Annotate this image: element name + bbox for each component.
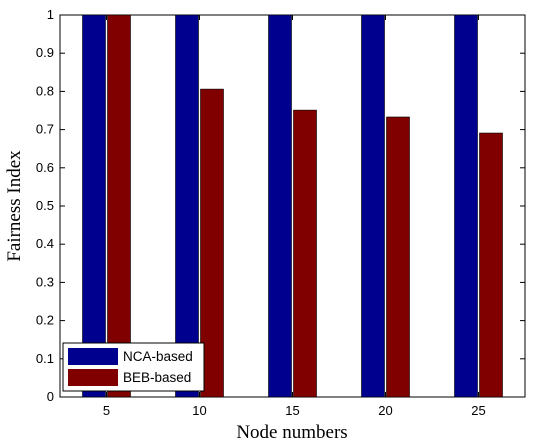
bar-beb-based-25: [479, 132, 503, 398]
bars-group: [82, 14, 503, 398]
y-tick-label: 0.9: [36, 45, 54, 60]
y-axis-title: Fairness Index: [4, 150, 25, 262]
bar-beb-based-5: [107, 14, 131, 398]
bar-nca-based-25: [454, 14, 478, 398]
x-tick-label: 15: [285, 403, 299, 418]
y-tick-label: 0.5: [36, 198, 54, 213]
x-axis-title: Node numbers: [236, 422, 347, 443]
bar-nca-based-20: [361, 14, 385, 398]
x-axis-ticks: 5 10 15 20 25: [103, 15, 486, 418]
x-tick-label: 10: [192, 403, 206, 418]
x-tick-label: 5: [103, 403, 110, 418]
y-tick-label: 0: [47, 389, 54, 404]
legend-label-beb: BEB-based: [123, 370, 191, 385]
y-tick-label: 0.2: [36, 313, 54, 328]
x-tick-label: 25: [471, 403, 485, 418]
y-tick-label: 0.1: [36, 351, 54, 366]
y-tick-label: 0.3: [36, 274, 54, 289]
legend-swatch-beb: [68, 369, 118, 386]
bar-nca-based-15: [268, 14, 292, 398]
bar-beb-based-10: [200, 88, 224, 398]
bar-nca-based-10: [175, 14, 199, 398]
x-tick-label: 20: [378, 403, 392, 418]
y-tick-label: 0.4: [36, 236, 54, 251]
y-tick-label: 0.8: [36, 83, 54, 98]
legend-swatch-nca: [68, 348, 118, 365]
legend: NCA-based BEB-based: [62, 342, 205, 392]
y-tick-label: 0.6: [36, 160, 54, 175]
y-tick-label: 1: [47, 7, 54, 22]
y-tick-label: 0.7: [36, 122, 54, 137]
plot-area: [59, 14, 526, 398]
bar-beb-based-15: [293, 109, 317, 398]
bar-nca-based-5: [82, 14, 106, 398]
legend-label-nca: NCA-based: [123, 349, 193, 364]
y-axis-ticks: 0 0.1 0.2 0.3 0.4 0.5 0.6 0.7 0.8 0.9 1: [36, 7, 525, 404]
bar-beb-based-20: [386, 116, 410, 398]
